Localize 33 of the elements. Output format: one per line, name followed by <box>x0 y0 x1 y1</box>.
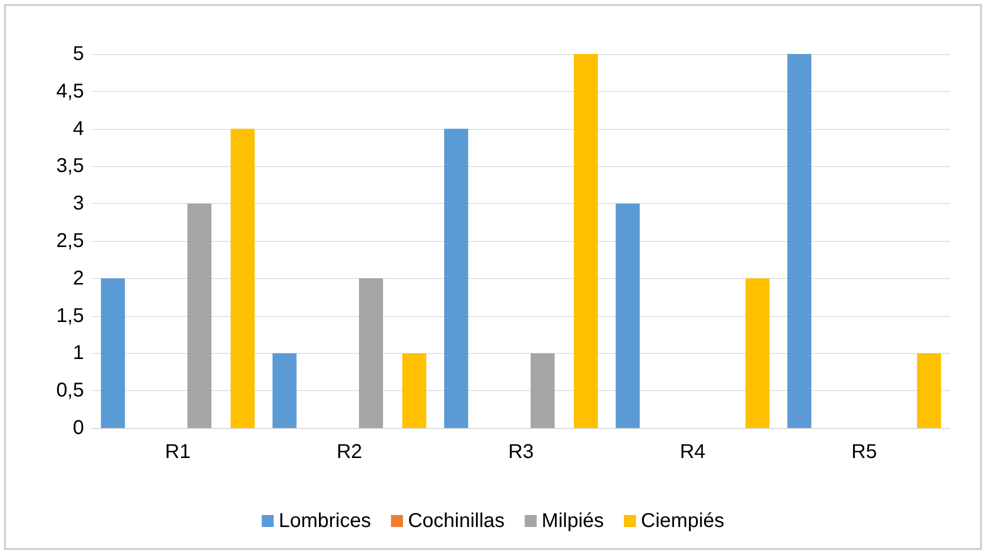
legend-label: Lombrices <box>278 510 371 532</box>
y-tick-label: 0,5 <box>56 380 84 402</box>
x-tick-label: R5 <box>851 441 877 463</box>
y-tick-label: 2 <box>72 267 84 290</box>
bar <box>100 278 125 428</box>
legend-label: Ciempiés <box>640 510 724 532</box>
bar <box>187 204 212 428</box>
bar <box>574 54 598 428</box>
y-tick-label: 3,5 <box>56 155 84 178</box>
y-tick-label: 4 <box>72 118 84 140</box>
x-tick-label: R1 <box>165 441 191 463</box>
legend-label: Milpiés <box>542 510 604 532</box>
y-tick-label: 1,5 <box>56 304 84 327</box>
y-tick-label: 0 <box>72 417 84 439</box>
bar <box>444 128 468 428</box>
x-tick-label: R3 <box>508 441 534 463</box>
bar <box>402 353 426 428</box>
bar <box>917 353 942 428</box>
y-tick-label: 2,5 <box>56 230 84 252</box>
y-tick-label: 4,5 <box>56 80 84 102</box>
y-tick-label: 3 <box>72 192 84 215</box>
y-tick-label: 5 <box>72 43 84 65</box>
bar <box>530 353 555 428</box>
legend-label: Cochinillas <box>408 510 505 532</box>
bar <box>745 278 770 428</box>
x-tick-label: R2 <box>336 441 362 463</box>
bar <box>359 278 384 428</box>
bar <box>272 353 297 428</box>
x-tick-label: R4 <box>680 441 706 463</box>
bar <box>616 204 640 428</box>
y-tick-label: 1 <box>72 342 84 364</box>
bar <box>787 54 812 428</box>
bar <box>230 128 255 428</box>
